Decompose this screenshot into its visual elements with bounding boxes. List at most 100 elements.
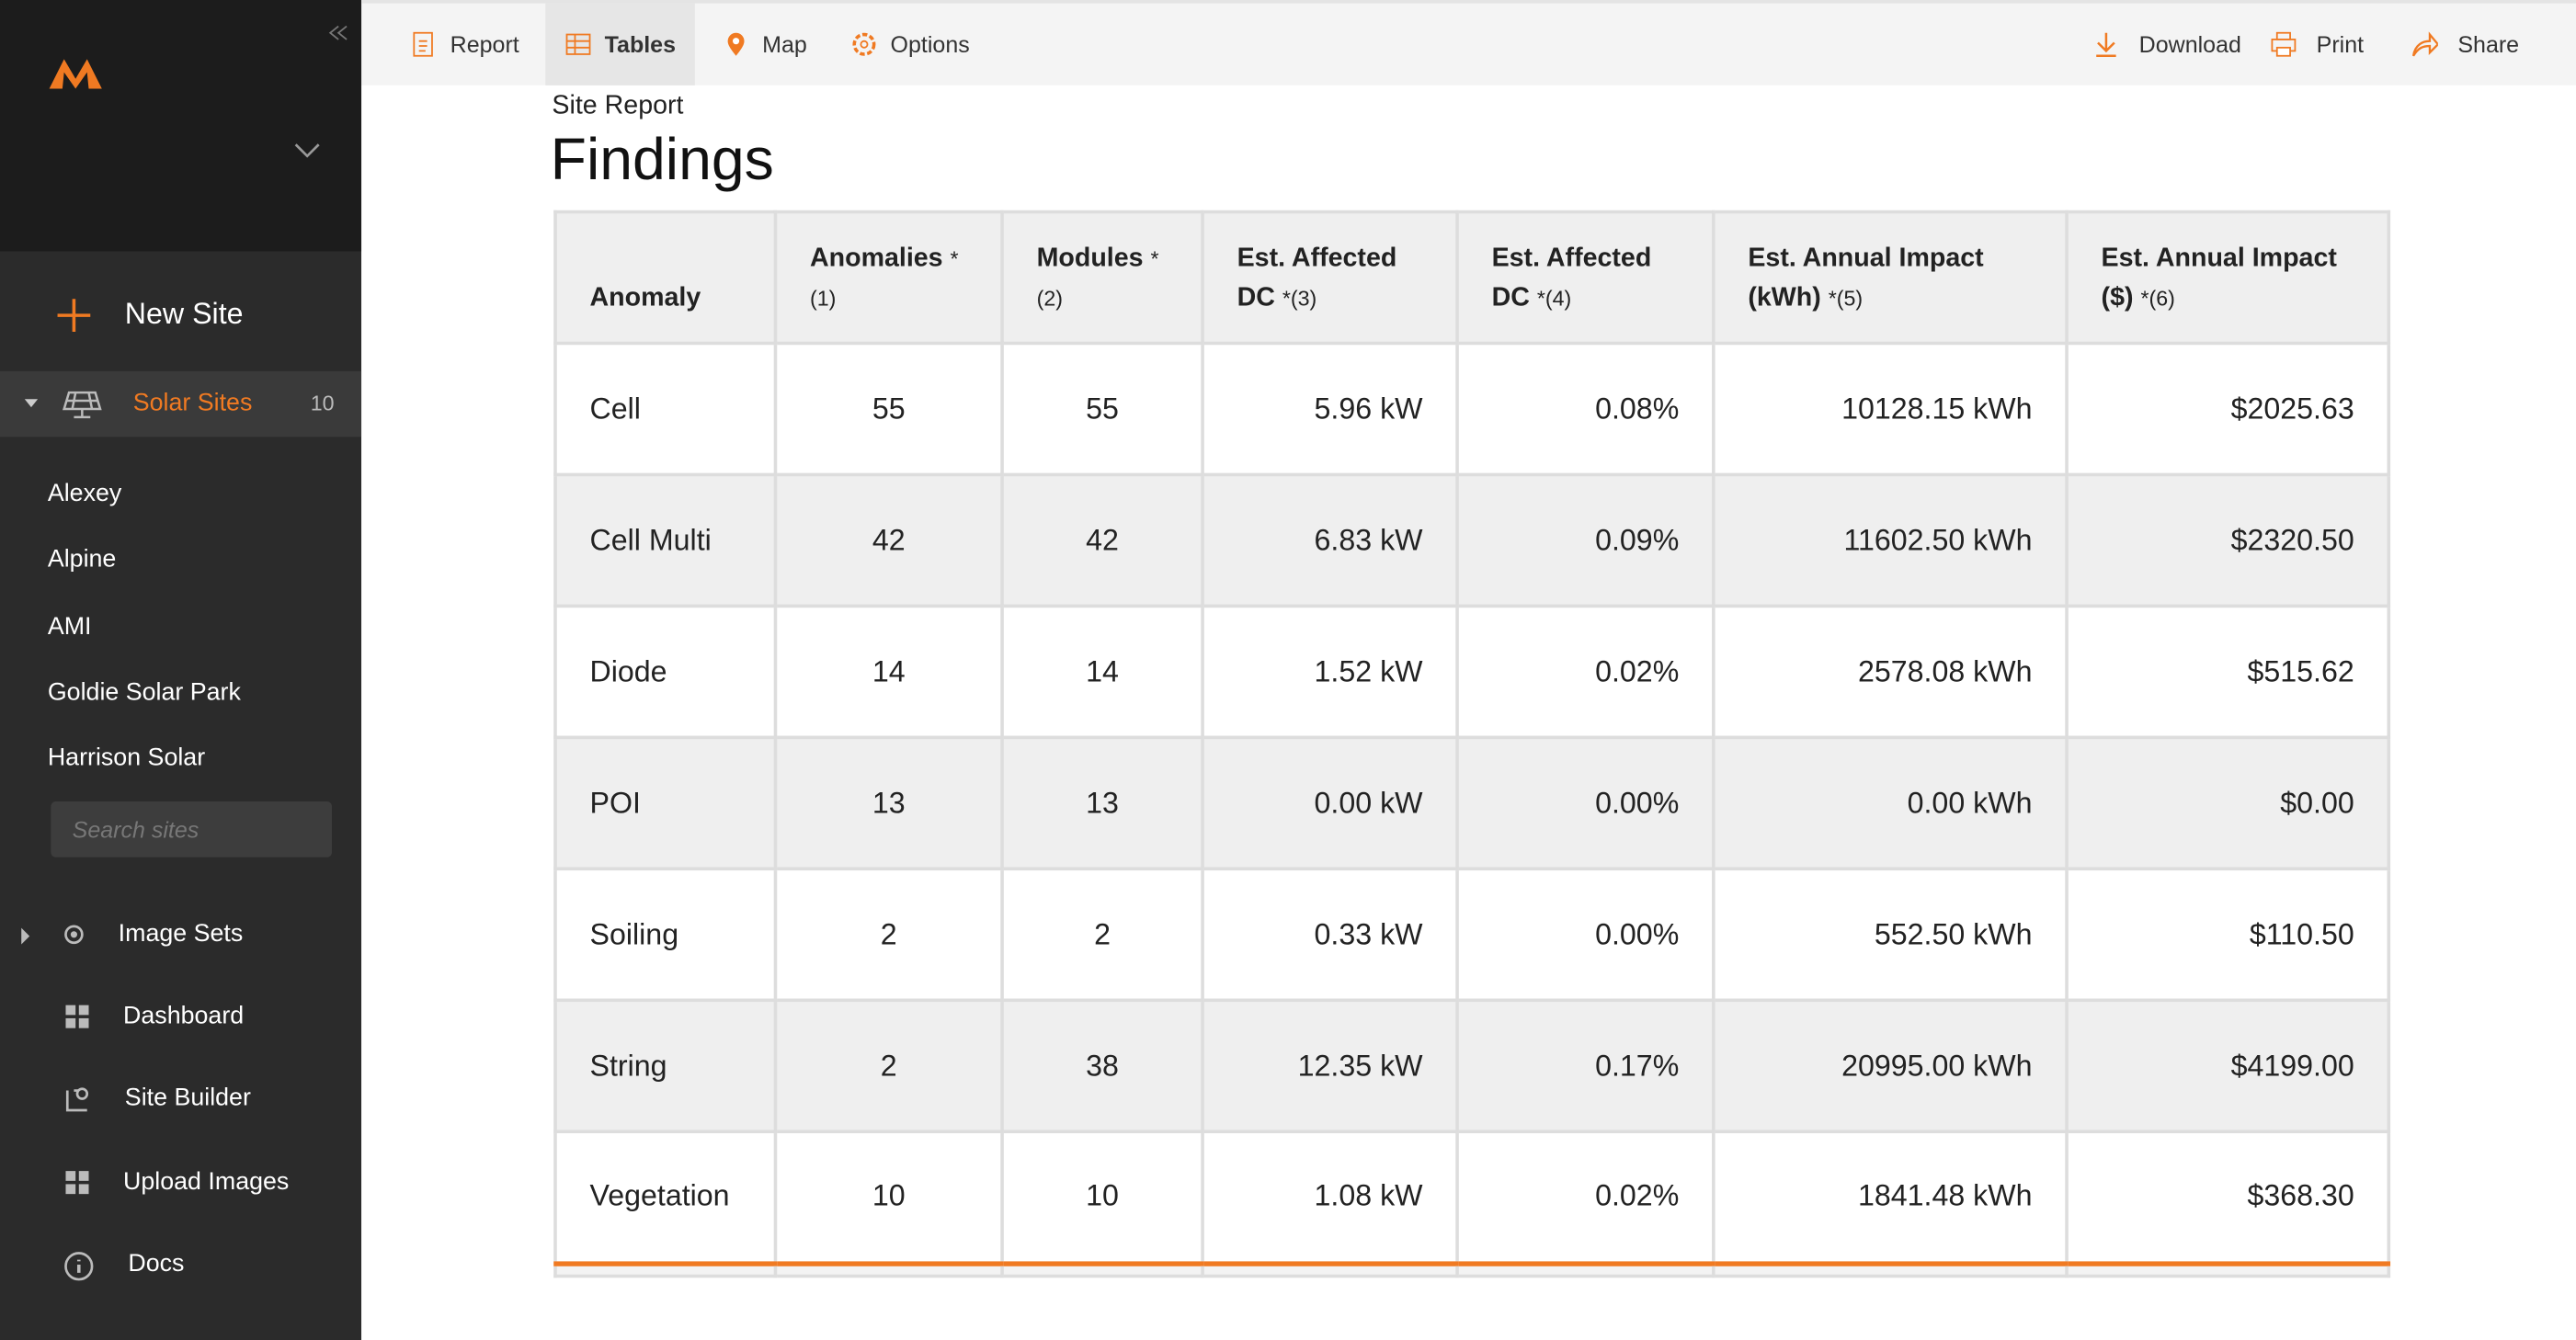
table-cell: $4199.00 [2065, 998, 2391, 1134]
column-note: *(2) [1036, 246, 1159, 311]
toolbar-label: Options [890, 30, 970, 58]
column-label: Est. Affected DC [1491, 244, 1652, 312]
nav-item[interactable]: Upload Images [123, 1167, 290, 1196]
table-cell: String [553, 998, 778, 1134]
table-cell: $2320.50 [2065, 472, 2391, 608]
column-header: Est. Affected DC *(4) [1455, 210, 1715, 346]
table-cell: $515.62 [2065, 604, 2391, 740]
toolbar-label: Print [2316, 30, 2365, 58]
toolbar-button[interactable]: Map [723, 4, 807, 85]
nav-item[interactable]: Docs [128, 1249, 185, 1278]
column-note: *(1) [809, 246, 959, 311]
table-row: Cell 55 55 5.96 kW 0.08% 10128.15 kWh $2025.63 [553, 341, 2391, 477]
site-item[interactable]: Goldie Solar Park [47, 677, 241, 707]
table-cell: $2025.63 [2065, 341, 2391, 477]
table-cell: 42 [773, 472, 1004, 608]
toolbar-button[interactable]: Download [2093, 4, 2241, 85]
table-cell: 0.08% [1455, 341, 1715, 477]
table-cell: Diode [553, 604, 778, 740]
table-cell: 13 [1000, 735, 1204, 871]
table-cell: Soiling [553, 867, 778, 1003]
table-cell: 0.33 kW [1201, 867, 1459, 1003]
caret [24, 399, 39, 408]
table-cell: 0.00 kWh [1712, 735, 2069, 871]
table-cell: 0.02% [1455, 1130, 1715, 1265]
toolbar-label: Report [450, 30, 519, 58]
column-note: *(5) [1828, 285, 1864, 311]
findings-table: Anomaly Anomalies *(1) Modules *(2) Est. Af… [553, 210, 2391, 1278]
column-label: Est. Annual Impact ($) [2101, 244, 2337, 312]
column-note: *(6) [2140, 285, 2175, 311]
table-cell: 38 [1000, 998, 1204, 1134]
table-cell: 1841.48 kWh [1712, 1130, 2069, 1265]
table-cell: 0.00 kW [1201, 735, 1459, 871]
column-note: *(3) [1282, 285, 1317, 311]
table-cell: 1.52 kW [1201, 604, 1459, 740]
table-cell: 20995.00 kWh [1712, 998, 2069, 1134]
table-cell: 2 [773, 998, 1004, 1134]
nav-item[interactable]: Dashboard [123, 1002, 245, 1030]
toolbar-label: Map [762, 30, 807, 58]
table-cell [1712, 1260, 2069, 1278]
column-header: Anomalies *(1) [773, 210, 1004, 346]
nav-icon [64, 1169, 97, 1210]
toolbar-button[interactable]: Share [2411, 4, 2519, 85]
column-label: Anomalies [809, 244, 943, 273]
column-header: Est. Annual Impact (kWh) *(5) [1712, 210, 2069, 346]
toolbar-label: Download [2138, 30, 2241, 58]
logo [49, 59, 102, 89]
table-cell: 12.35 kW [1201, 998, 1459, 1134]
nav-icon [64, 1004, 97, 1045]
solar-icon [63, 391, 102, 419]
sidebar-header [0, 0, 362, 252]
nav-item[interactable]: Image Sets [118, 919, 244, 948]
table-row: Cell Multi 42 42 6.83 kW 0.09% 11602.50 kWh $2… [553, 472, 2391, 608]
table-cell: 2578.08 kWh [1712, 604, 2069, 740]
table-row: Diode 14 14 1.52 kW 0.02% 2578.08 kWh $515.62 [553, 604, 2391, 740]
toolbar-label: Share [2457, 30, 2520, 58]
title: Findings [550, 124, 774, 193]
column-header: Est. Affected DC *(3) [1201, 210, 1459, 346]
table-cell: 0.00% [1455, 867, 1715, 1003]
table-cell: $0.00 [2065, 735, 2391, 871]
collapse-icon[interactable] [328, 25, 348, 41]
search-input[interactable]: Search sites [51, 801, 332, 857]
table-cell [1455, 1260, 1715, 1278]
new-site[interactable]: New Site [124, 297, 244, 331]
table-cell: 11602.50 kWh [1712, 472, 2069, 608]
column-label: Modules [1036, 244, 1144, 273]
solar-sites-row[interactable]: Solar Sites 10 [0, 370, 362, 437]
column-header: Est. Annual Impact ($) *(6) [2065, 210, 2391, 346]
table-cell: 55 [1000, 341, 1204, 477]
site-item[interactable]: Alexey [47, 479, 122, 508]
toolbar-button[interactable]: Tables [545, 3, 695, 85]
table-row: Vegetation 10 10 1.08 kW 0.02% 1841.48 kWh $36… [553, 1130, 2391, 1265]
column-note: *(4) [1536, 285, 1572, 311]
table-row: POI 13 13 0.00 kW 0.00% 0.00 kWh $0.00 [553, 735, 2391, 871]
table-cell: 10 [1000, 1130, 1204, 1265]
table-cell: Vegetation [553, 1130, 778, 1265]
table-cell: 0.02% [1455, 604, 1715, 740]
site-item[interactable]: Harrison Solar [47, 744, 206, 773]
header-row: Anomaly Anomalies *(1) Modules *(2) Est. Af… [553, 210, 2391, 346]
dropdown-icon[interactable] [292, 142, 322, 161]
site-item[interactable]: Alpine [47, 545, 117, 574]
table-cell: 10128.15 kWh [1712, 341, 2069, 477]
nav-icon [64, 1252, 97, 1293]
table-cell: POI [553, 735, 778, 871]
table-cell: 42 [1000, 472, 1204, 608]
nav-icon [21, 922, 94, 963]
table-cell: 55 [773, 341, 1004, 477]
nav-icon [64, 1085, 97, 1127]
toolbar-button[interactable]: Report [411, 4, 519, 85]
toolbar-button[interactable]: Options [851, 4, 970, 85]
site-item[interactable]: AMI [47, 611, 92, 641]
solar-sites-label: Solar Sites [132, 389, 253, 417]
table-cell: 552.50 kWh [1712, 867, 2069, 1003]
table-cell [1201, 1260, 1459, 1278]
nav-item[interactable]: Site Builder [124, 1084, 251, 1112]
plus-icon [57, 299, 91, 332]
table-cell: 6.83 kW [1201, 472, 1459, 608]
column-header: Anomaly [553, 210, 778, 346]
toolbar-button[interactable]: Print [2271, 4, 2364, 85]
